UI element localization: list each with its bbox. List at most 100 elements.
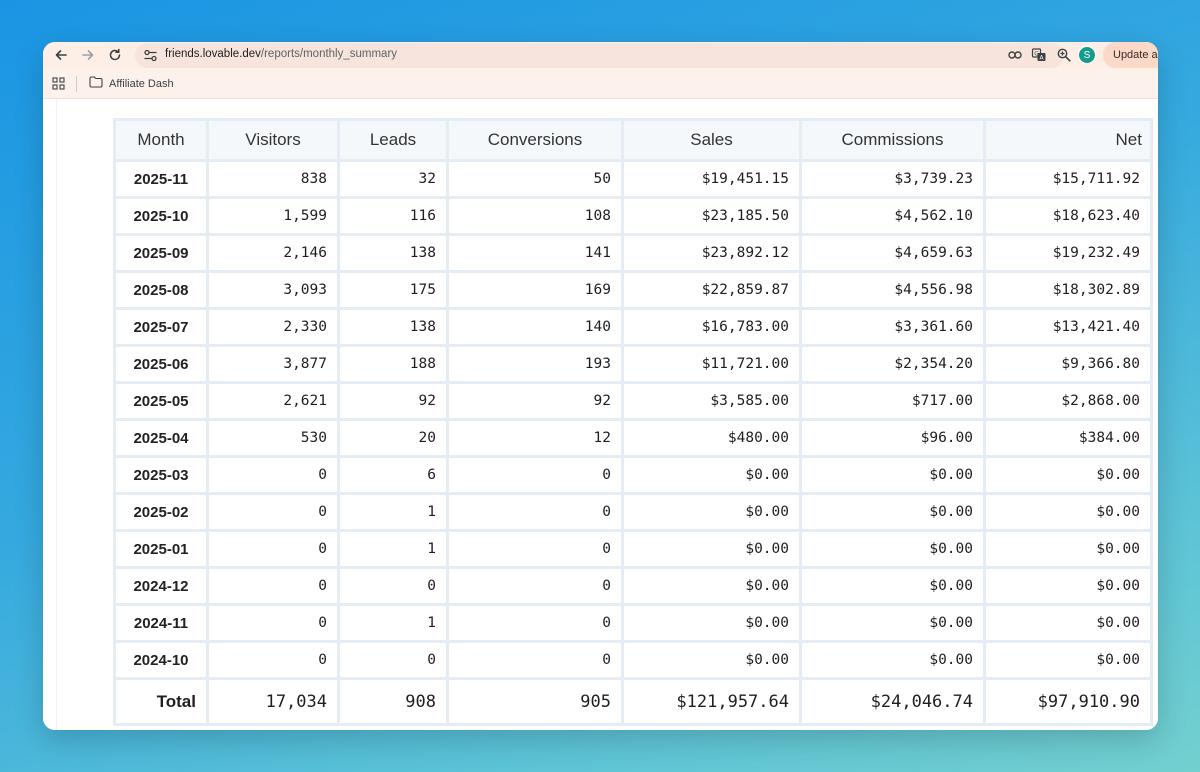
cell-visitors: 2,146 [206, 233, 340, 273]
header-leads[interactable]: Leads [337, 118, 449, 162]
cell-net: $0.00 [983, 492, 1153, 532]
forward-arrow-icon[interactable] [79, 46, 97, 64]
header-net[interactable]: Net [983, 118, 1153, 162]
profile-avatar[interactable]: S [1078, 46, 1096, 64]
url-host: friends.lovable.dev [165, 48, 261, 60]
cell-commissions: $4,659.63 [799, 233, 986, 273]
cell-conversions: 0 [446, 640, 624, 680]
key-icon[interactable] [1007, 47, 1023, 63]
header-commissions[interactable]: Commissions [799, 118, 986, 162]
reload-icon[interactable] [106, 46, 124, 64]
zoom-icon[interactable] [1056, 47, 1072, 63]
cell-net: $9,366.80 [983, 344, 1153, 384]
url-text[interactable]: friends.lovable.dev/reports/monthly_summ… [165, 48, 397, 60]
cell-sales: $0.00 [621, 492, 802, 532]
cell-visitors: 3,877 [206, 344, 340, 384]
header-conversions[interactable]: Conversions [446, 118, 624, 162]
cell-commissions: $0.00 [799, 603, 986, 643]
browser-window: friends.lovable.dev/reports/monthly_summ… [43, 42, 1158, 730]
svg-text:A: A [1040, 55, 1045, 62]
cell-net: $0.00 [983, 566, 1153, 606]
update-button[interactable]: Update a [1103, 42, 1158, 68]
totals-row: Total 17,034 908 905 $121,957.64 $24,046… [113, 677, 1153, 726]
table-row: 2025-10 1,599 116 108 $23,185.50 $4,562.10 $18… [113, 196, 1153, 236]
table-row: 2025-04 530 20 12 $480.00 $96.00 $384.00 [113, 418, 1153, 458]
cell-commissions: $0.00 [799, 455, 986, 495]
cell-commissions: $0.00 [799, 529, 986, 569]
cell-leads: 0 [337, 566, 449, 606]
cell-month: 2025-11 [113, 159, 209, 199]
cell-net: $15,711.92 [983, 159, 1153, 199]
totals-label: Total [113, 677, 209, 726]
cell-commissions: $0.00 [799, 492, 986, 532]
cell-conversions: 0 [446, 492, 624, 532]
content-divider [56, 99, 57, 730]
cell-month: 2024-11 [113, 603, 209, 643]
browser-toolbar: friends.lovable.dev/reports/monthly_summ… [43, 42, 1158, 69]
cell-sales: $480.00 [621, 418, 802, 458]
bookmark-affiliate-dash[interactable]: Affiliate Dash [89, 75, 174, 93]
total-conversions: 905 [446, 677, 624, 726]
bookmarks-bar: Affiliate Dash [43, 69, 1158, 99]
cell-month: 2025-10 [113, 196, 209, 236]
total-commissions: $24,046.74 [799, 677, 986, 726]
apps-grid-icon[interactable] [52, 77, 65, 90]
cell-net: $384.00 [983, 418, 1153, 458]
cell-commissions: $96.00 [799, 418, 986, 458]
url-path: /reports/monthly_summary [260, 48, 398, 60]
cell-leads: 20 [337, 418, 449, 458]
cell-sales: $0.00 [621, 566, 802, 606]
cell-leads: 138 [337, 307, 449, 347]
back-arrow-icon[interactable] [52, 46, 70, 64]
cell-leads: 188 [337, 344, 449, 384]
header-month[interactable]: Month [113, 118, 209, 162]
cell-visitors: 0 [206, 492, 340, 532]
cell-conversions: 140 [446, 307, 624, 347]
cell-net: $18,302.89 [983, 270, 1153, 310]
cell-conversions: 92 [446, 381, 624, 421]
cell-sales: $16,783.00 [621, 307, 802, 347]
cell-visitors: 2,330 [206, 307, 340, 347]
cell-visitors: 0 [206, 640, 340, 680]
cell-leads: 116 [337, 196, 449, 236]
cell-leads: 0 [337, 640, 449, 680]
table-row: 2025-11 838 32 50 $19,451.15 $3,739.23 $15,711… [113, 159, 1153, 199]
cell-net: $13,421.40 [983, 307, 1153, 347]
cell-month: 2024-12 [113, 566, 209, 606]
cell-leads: 1 [337, 492, 449, 532]
cell-visitors: 0 [206, 603, 340, 643]
site-info-icon[interactable] [143, 48, 158, 63]
table-row: 2025-01 0 1 0 $0.00 $0.00 $0.00 [113, 529, 1153, 569]
cell-leads: 32 [337, 159, 449, 199]
cell-conversions: 141 [446, 233, 624, 273]
address-bar[interactable]: friends.lovable.dev/reports/monthly_summ… [135, 43, 1096, 68]
cell-conversions: 193 [446, 344, 624, 384]
cell-conversions: 0 [446, 603, 624, 643]
cell-visitors: 0 [206, 529, 340, 569]
total-visitors: 17,034 [206, 677, 340, 726]
cell-leads: 1 [337, 603, 449, 643]
table-row: 2025-02 0 1 0 $0.00 $0.00 $0.00 [113, 492, 1153, 532]
table-row: 2025-09 2,146 138 141 $23,892.12 $4,659.63 $19… [113, 233, 1153, 273]
total-leads: 908 [337, 677, 449, 726]
table-row: 2025-03 0 6 0 $0.00 $0.00 $0.00 [113, 455, 1153, 495]
total-net: $97,910.90 [983, 677, 1153, 726]
table-row: 2025-05 2,621 92 92 $3,585.00 $717.00 $2,868.0… [113, 381, 1153, 421]
cell-visitors: 0 [206, 566, 340, 606]
cell-commissions: $3,361.60 [799, 307, 986, 347]
cell-net: $0.00 [983, 529, 1153, 569]
cell-conversions: 0 [446, 566, 624, 606]
header-visitors[interactable]: Visitors [206, 118, 340, 162]
cell-net: $0.00 [983, 640, 1153, 680]
cell-sales: $11,721.00 [621, 344, 802, 384]
cell-sales: $19,451.15 [621, 159, 802, 199]
cell-visitors: 530 [206, 418, 340, 458]
cell-month: 2025-03 [113, 455, 209, 495]
cell-commissions: $3,739.23 [799, 159, 986, 199]
header-sales[interactable]: Sales [621, 118, 802, 162]
cell-month: 2025-04 [113, 418, 209, 458]
page-content: Month Visitors Leads Conversions Sales C… [43, 99, 1158, 730]
cell-commissions: $0.00 [799, 566, 986, 606]
cell-sales: $23,892.12 [621, 233, 802, 273]
